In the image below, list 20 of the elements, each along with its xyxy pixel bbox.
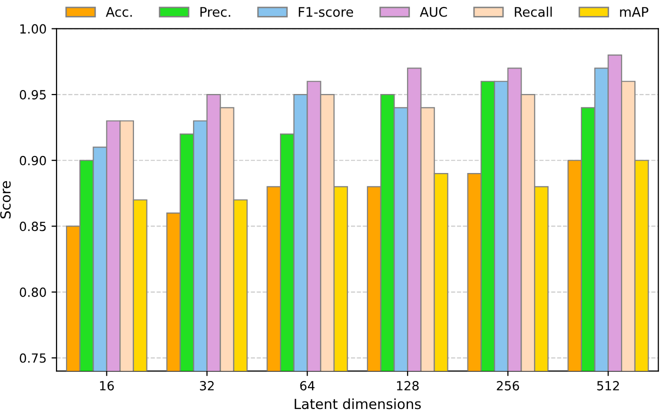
x-axis-title: Latent dimensions — [294, 398, 421, 410]
x-tick-label: 256 — [496, 380, 520, 390]
legend-label: mAP — [620, 7, 648, 17]
y-tick-label: 0.85 — [20, 222, 46, 232]
y-axis-title: Score — [0, 181, 11, 218]
x-tick-label: 64 — [300, 380, 315, 390]
y-tick-label: 0.80 — [20, 288, 46, 297]
x-tick-label: 128 — [397, 380, 419, 390]
legend-label: AUC — [420, 6, 447, 17]
x-tick-label: 16 — [100, 380, 114, 390]
legend-label: Acc. — [106, 7, 132, 17]
y-tick-label: 1.00 — [20, 24, 46, 34]
y-tick-label: 0.95 — [20, 90, 46, 100]
x-tick-label: 32 — [200, 380, 214, 390]
y-tick-label: 0.90 — [20, 156, 46, 166]
legend-label: Recall — [514, 6, 552, 17]
legend-label: F1-score — [298, 7, 354, 17]
y-tick-label: 0.75 — [20, 353, 46, 363]
legend-label: Prec. — [200, 7, 230, 17]
x-tick-label: 512 — [597, 380, 619, 390]
